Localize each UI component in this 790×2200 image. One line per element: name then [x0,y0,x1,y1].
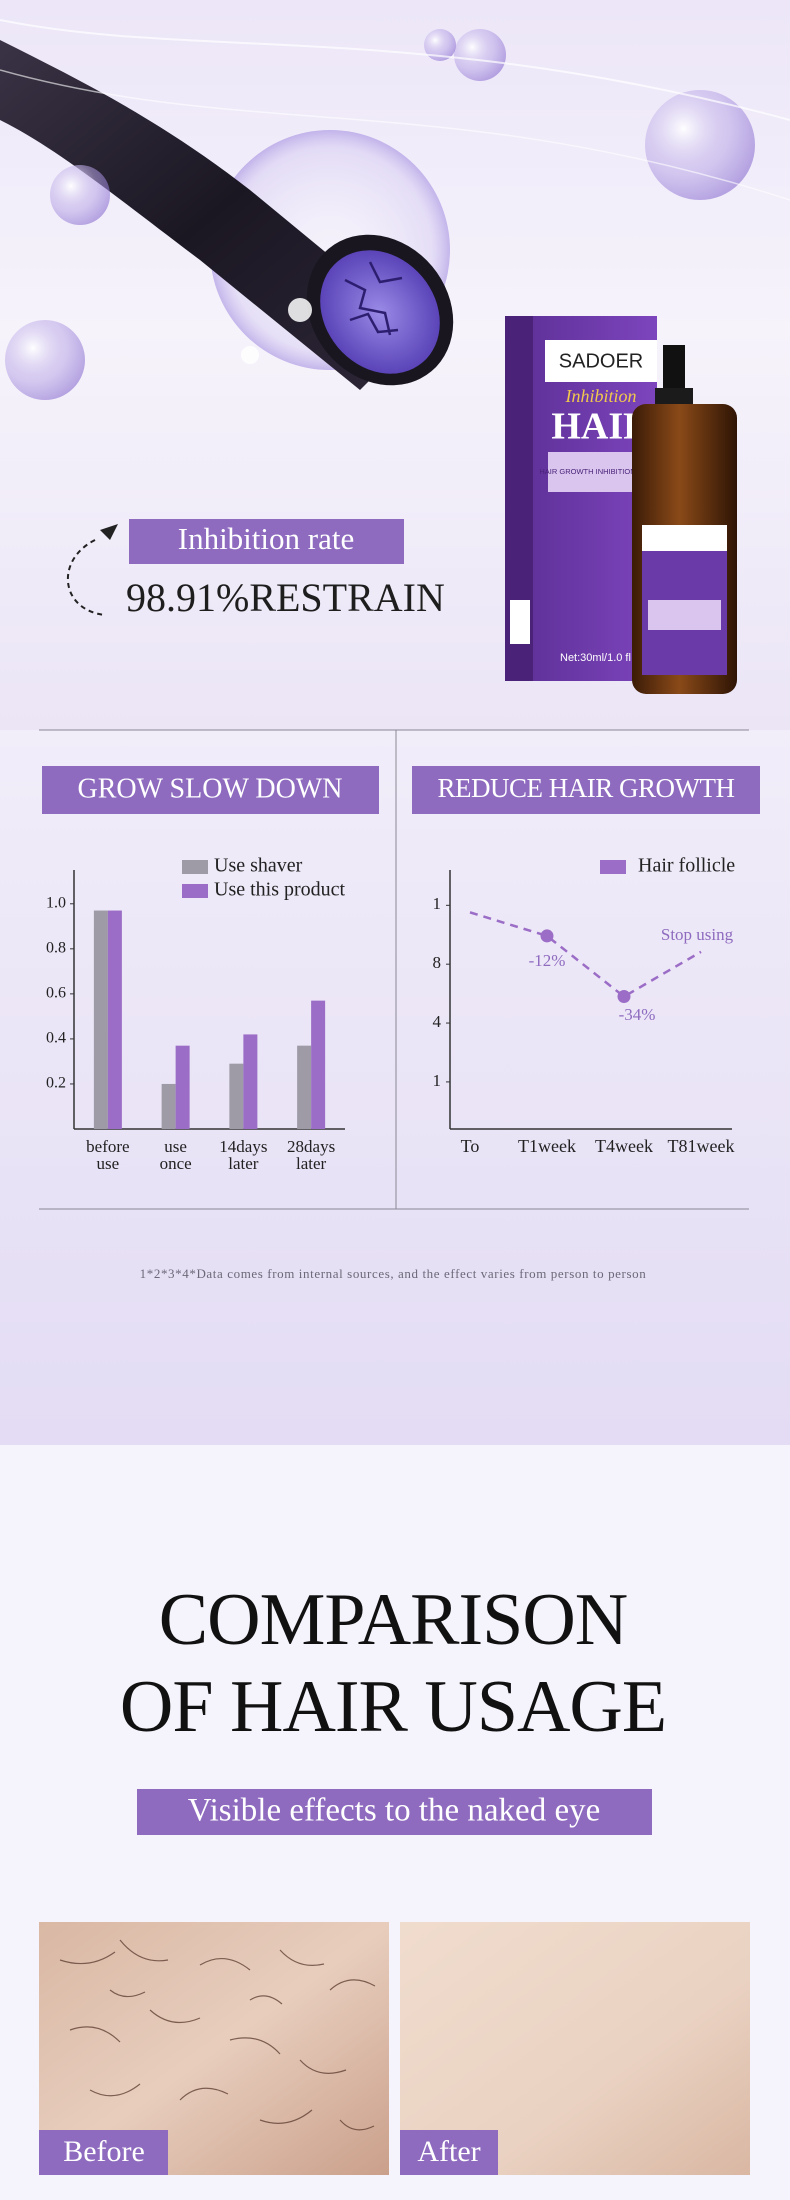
after-label: After [417,2135,480,2168]
legend-label: Use shaver [214,855,303,877]
annotation: -12% [529,951,566,970]
brand-panel [545,340,657,382]
y-tick-label: 1 [433,894,442,913]
bar [311,1000,326,1129]
chart-title: GROW SLOW DOWN [78,773,343,804]
chart-title-box [42,766,379,814]
rate-label-box [129,519,404,564]
series-line [469,911,702,999]
rate-value: 98.91%RESTRAIN [126,575,445,620]
product-brand: SADOER [559,350,643,372]
point-marker [617,990,631,1004]
bar [107,910,122,1129]
bar [297,1045,312,1129]
y-tick-label: 0.2 [46,1075,66,1092]
y-tick-label: 1 [433,1071,442,1090]
x-tick-label: before use [86,1137,129,1173]
hair-strands [59,1939,376,2131]
bar [229,1063,244,1129]
product: SADOER Inhibition HAIR HAIR GROWTH INHIB… [505,316,737,694]
bar [175,1045,190,1129]
hero-illustration [0,19,790,616]
x-tick-label: T4week [595,1136,653,1156]
bottle-cap [663,345,685,390]
bottle-neck [655,388,693,406]
x-tick-label: T81week [668,1136,735,1156]
legend-swatch [600,860,626,874]
annotation: -34% [619,1005,656,1024]
x-tick-label: 28days later [287,1137,335,1173]
bar [243,1034,258,1129]
x-tick-label: use once [160,1137,192,1173]
product-volume: Net:30ml/1.0 fl [560,652,631,664]
y-tick-label: 0.8 [46,939,66,956]
x-tick-label: T1week [518,1136,576,1156]
bar [161,1083,176,1129]
y-tick-label: 8 [433,953,442,972]
legend-swatch [182,884,208,898]
x-tick-label: 14days later [219,1137,267,1173]
bottle-label-top [642,525,727,551]
comparison-subtitle: Visible effects to the naked eye [188,1793,601,1829]
chart-title: REDUCE HAIR GROWTH [438,773,735,803]
x-tick-label: To [461,1136,480,1156]
y-tick-label: 4 [433,1012,442,1031]
bar [93,910,108,1129]
before-label: Before [63,2135,145,2168]
after-label-box [400,2130,498,2175]
before-label-box [39,2130,168,2175]
point-marker [540,929,554,943]
product-line: Inhibition [565,386,637,406]
y-tick-label: 0.4 [46,1030,66,1047]
legend-swatch [182,860,208,874]
rate-label: Inhibition rate [178,521,354,556]
legend-label: Hair follicle [638,855,735,877]
y-tick-label: 1.0 [46,894,66,911]
comparison-title: OF HAIR USAGE [120,1666,666,1748]
annotation: Stop using [661,925,734,944]
product-subtitle: HAIR GROWTH INHIBITION SPRAY [539,467,662,476]
y-tick-label: 0.6 [46,985,66,1002]
comparison-title: COMPARISON [159,1579,627,1661]
footnote: 1*2*3*4*Data comes from internal sources… [140,1266,647,1281]
chart-background [0,730,790,1445]
chart-title-box [412,766,760,814]
bottle-label-band [648,600,721,630]
comparison-subtitle-box [137,1789,652,1835]
legend-label: Use this product [214,879,346,901]
barcode [510,600,530,644]
